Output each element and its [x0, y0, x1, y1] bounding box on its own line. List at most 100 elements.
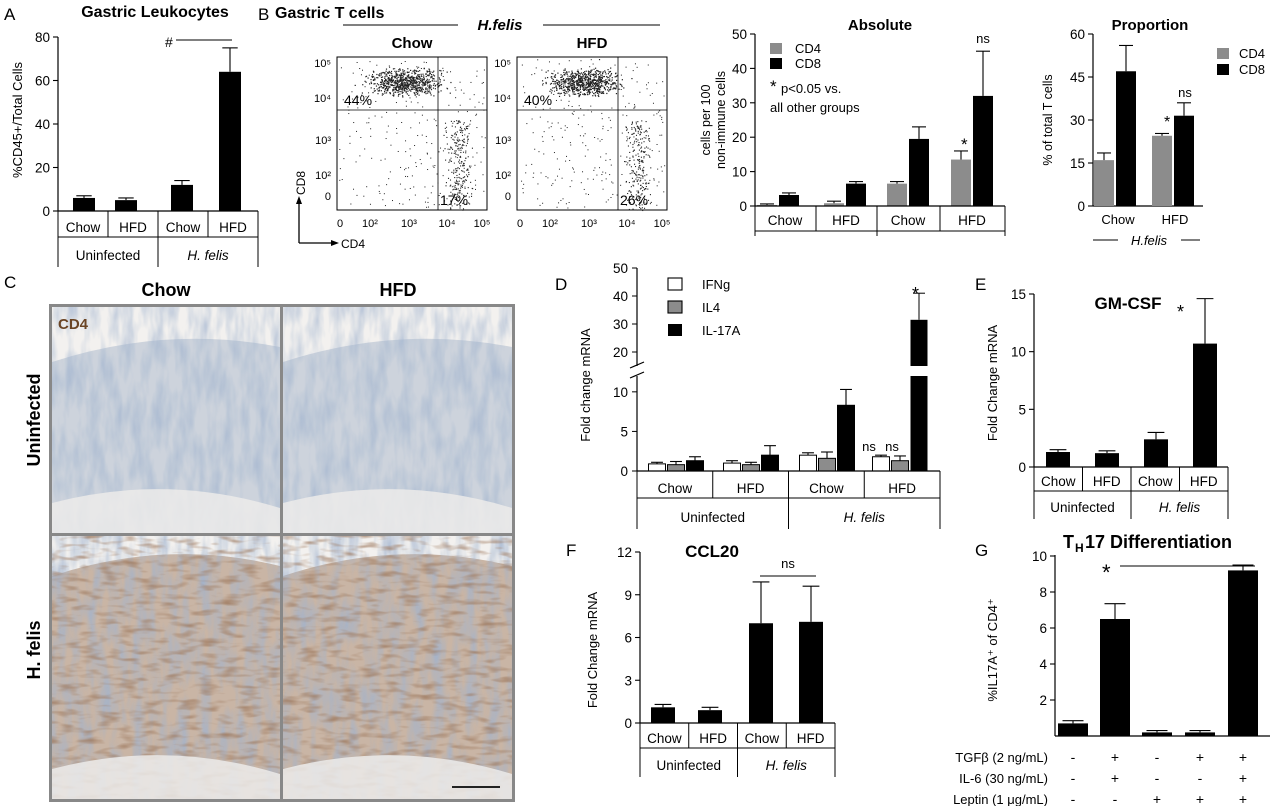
- flow-dot: [564, 72, 566, 74]
- flow-dot: [535, 106, 537, 108]
- flow-dot: [557, 81, 559, 84]
- flow-dot: [433, 83, 435, 85]
- flow-dot: [443, 79, 445, 81]
- flow-dot: [394, 70, 396, 72]
- flow-dot: [653, 114, 655, 116]
- flow-dot: [568, 88, 570, 90]
- flow-dot: [361, 92, 363, 94]
- flow-dot: [636, 209, 638, 211]
- flow-dot: [583, 89, 585, 92]
- flow-dot: [430, 77, 432, 79]
- flow-dot: [626, 115, 628, 117]
- flow-dot: [382, 71, 384, 74]
- flow-dot: [454, 181, 456, 183]
- flow-dot: [476, 70, 478, 72]
- flow-dot: [633, 172, 635, 174]
- flow-dot: [452, 122, 454, 124]
- flow-dot: [633, 132, 635, 135]
- flow-dot: [567, 80, 569, 82]
- flow-dot: [412, 86, 414, 88]
- flow-dot: [644, 187, 647, 190]
- flow-dot: [410, 101, 412, 103]
- flow-dot: [525, 172, 527, 174]
- flow-dot: [465, 203, 467, 205]
- flow-dot: [410, 84, 412, 86]
- flow-dot: [415, 82, 417, 85]
- flow-dot: [593, 78, 595, 81]
- flow-dot: [413, 83, 415, 85]
- flow-dot: [601, 72, 604, 74]
- flow-dot: [456, 181, 458, 183]
- flow-dot: [607, 79, 609, 81]
- flow-dot: [647, 82, 649, 84]
- panel-c-col-chow: Chow: [142, 280, 192, 300]
- flow-dot: [584, 155, 586, 157]
- flow-dot: [426, 83, 429, 85]
- flow-dot: [425, 88, 427, 90]
- flow-dot: [458, 161, 460, 163]
- flow-x-tick: 0: [517, 218, 523, 230]
- flow-dot: [640, 187, 642, 189]
- category-label: HFD: [888, 481, 916, 496]
- flow-dot: [376, 88, 378, 90]
- flow-dot: [553, 80, 555, 82]
- flow-dot: [553, 93, 555, 95]
- flow-dot: [608, 71, 610, 73]
- flow-dot: [430, 85, 432, 87]
- flow-x-tick: 10⁴: [439, 218, 456, 230]
- flow-dot: [631, 169, 633, 172]
- flow-dot: [583, 81, 585, 83]
- flow-dot: [641, 159, 643, 161]
- flow-dot: [645, 129, 647, 132]
- flow-dot: [410, 79, 412, 81]
- flow-dot: [597, 85, 599, 87]
- flow-dot: [642, 170, 644, 172]
- flow-dot: [412, 78, 414, 80]
- flow-dot: [456, 168, 458, 170]
- flow-dot: [376, 77, 378, 79]
- flow-dot: [451, 205, 453, 207]
- flow-dot: [465, 179, 467, 181]
- flow-dot: [585, 193, 587, 195]
- flow-dot: [379, 73, 381, 75]
- flow-dot: [589, 71, 592, 74]
- flow-dot: [573, 79, 575, 82]
- flow-dot: [630, 166, 632, 168]
- flow-dot: [648, 182, 650, 184]
- flow-dot: [364, 86, 366, 88]
- panel-d-bar-il4: [891, 460, 909, 472]
- y-tick-label: 10: [613, 385, 628, 400]
- category-label: Chow: [166, 220, 201, 235]
- flow-dot: [460, 201, 462, 203]
- flow-dot: [537, 198, 539, 200]
- flow-dot: [596, 84, 599, 86]
- flow-dot: [571, 70, 573, 72]
- flow-dot: [552, 78, 554, 81]
- flow-dot: [430, 74, 433, 76]
- flow-dot: [357, 107, 359, 109]
- flow-dot: [356, 194, 358, 196]
- flow-dot: [625, 181, 627, 183]
- flow-dot: [587, 178, 589, 180]
- panel-letter-c: C: [4, 273, 16, 292]
- panel-d-legend: IFNg IL4 IL-17A: [667, 277, 741, 338]
- flow-dot: [386, 90, 388, 92]
- flow-dot: [545, 176, 547, 178]
- flow-dot: [380, 74, 382, 76]
- flow-dot: [456, 204, 458, 206]
- flow-dot: [581, 78, 583, 80]
- flow-dot: [386, 131, 388, 133]
- flow-dot: [605, 172, 607, 174]
- flow-dot: [422, 79, 424, 82]
- flow-dot: [390, 70, 393, 73]
- flow-dot: [448, 152, 450, 154]
- flow-dot: [572, 88, 574, 90]
- flow-dot: [640, 146, 643, 148]
- flow-dot: [573, 81, 576, 83]
- flow-dot: [524, 92, 526, 94]
- flow-dot: [609, 70, 612, 73]
- absolute-note-2: all other groups: [770, 100, 860, 115]
- flow-dot: [641, 193, 643, 195]
- flow-dot: [448, 161, 450, 163]
- flow-dot: [452, 138, 454, 140]
